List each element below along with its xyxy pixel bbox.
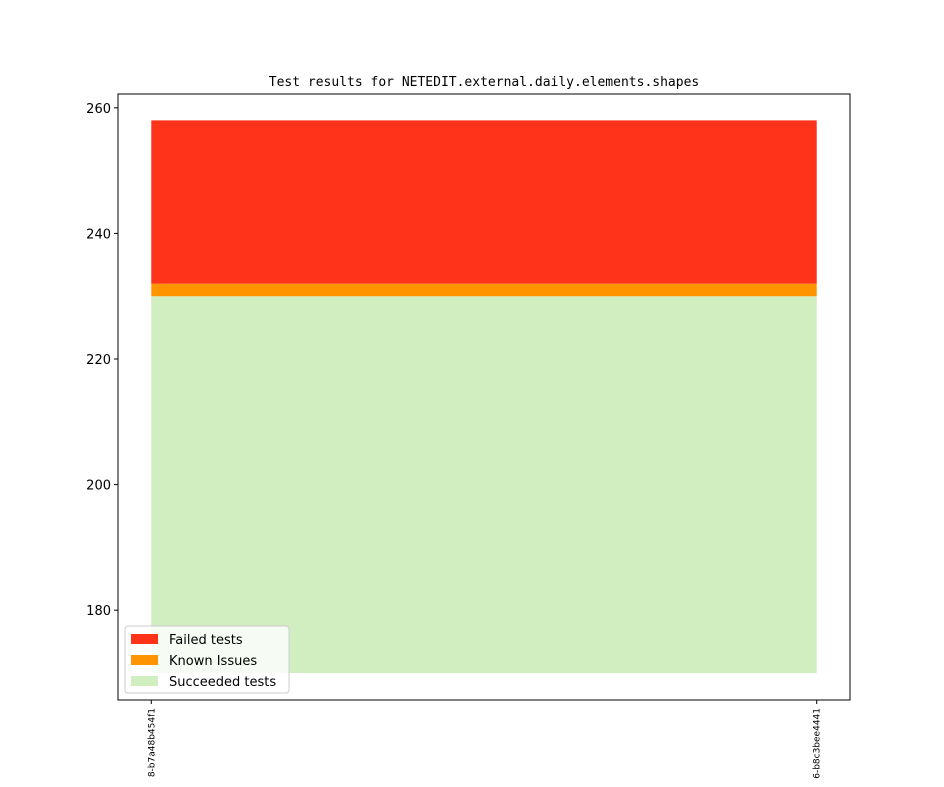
axes-frame — [117, 93, 851, 701]
legend-swatch — [131, 676, 158, 686]
legend-box — [124, 625, 290, 694]
legend-swatch — [131, 655, 158, 665]
legend-swatch — [131, 634, 158, 644]
area — [151, 120, 817, 284]
y-tick-label: 240 — [86, 227, 111, 242]
legend-label: Failed tests — [169, 633, 243, 648]
x-tick-label: 8-b7a48b454f1 — [147, 708, 157, 777]
legend-label: Known Issues — [169, 654, 257, 669]
y-tick-label: 260 — [86, 102, 111, 117]
x-tick-label: 6-b8c3bee4441 — [813, 708, 823, 779]
y-tick-label: 200 — [86, 479, 111, 494]
y-tick-label: 180 — [86, 604, 111, 619]
area — [151, 283, 817, 297]
y-tick-label: 220 — [86, 353, 111, 368]
chart-title: Test results for NETEDIT.external.daily.… — [269, 75, 699, 90]
legend-label: Succeeded tests — [169, 675, 276, 690]
area — [151, 296, 817, 673]
